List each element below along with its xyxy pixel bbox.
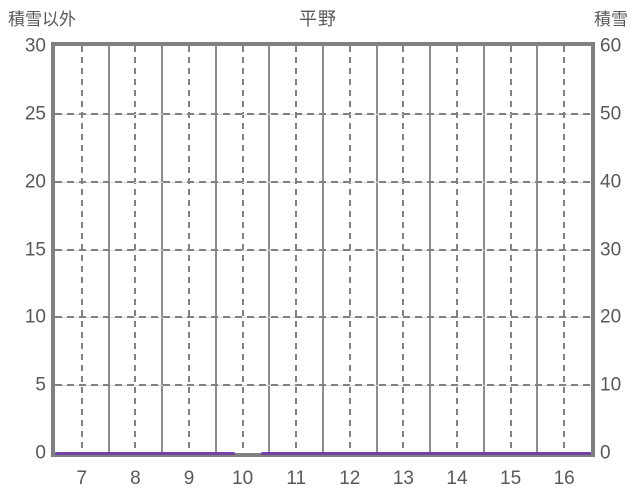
x-axis-tick-label: 12 <box>339 468 361 489</box>
x-axis-tick-label: 14 <box>446 468 468 489</box>
left-axis-tick-label: 20 <box>24 171 46 193</box>
right-axis-tick-label: 30 <box>600 239 622 260</box>
right-axis-tick-label: 0 <box>600 442 611 464</box>
right-axis-tick-label: 20 <box>600 306 622 328</box>
left-axis-tick-label: 5 <box>35 374 46 396</box>
horizontal-gridline-dashed <box>55 384 591 387</box>
left-axis-title: 積雪以外 <box>8 10 76 29</box>
horizontal-gridline-dashed <box>55 112 591 115</box>
right-axis-tick-label: 40 <box>600 171 622 193</box>
horizontal-gridline-dashed <box>55 180 591 183</box>
left-axis-tick-label: 10 <box>24 306 46 328</box>
left-axis-tick-label: 0 <box>35 442 46 464</box>
x-axis-tick-label: 9 <box>183 468 195 489</box>
x-axis-tick-label: 10 <box>232 468 254 489</box>
left-axis-tick-label: 30 <box>24 35 46 57</box>
x-axis-tick-label: 8 <box>130 468 141 489</box>
x-axis-tick-label: 11 <box>286 468 307 489</box>
right-axis-tick-label: 50 <box>600 103 622 125</box>
x-axis-tick-label: 16 <box>553 468 575 489</box>
chart-title: 平野 <box>299 9 337 29</box>
horizontal-gridline-dashed <box>55 248 591 251</box>
series-line-segment <box>55 452 235 455</box>
x-axis-tick-label: 7 <box>76 468 88 489</box>
series-line-segment <box>261 452 591 455</box>
plot-area <box>55 46 591 455</box>
x-axis-tick-label: 15 <box>500 468 522 489</box>
right-axis-tick-label: 10 <box>600 374 622 396</box>
right-axis-title: 積雪 <box>594 10 628 29</box>
right-axis-tick-label: 60 <box>600 35 622 57</box>
left-axis-tick-label: 25 <box>24 103 46 125</box>
horizontal-gridline-dashed <box>55 316 591 319</box>
left-axis-tick-label: 15 <box>24 239 46 260</box>
x-axis-tick-label: 13 <box>392 468 414 489</box>
